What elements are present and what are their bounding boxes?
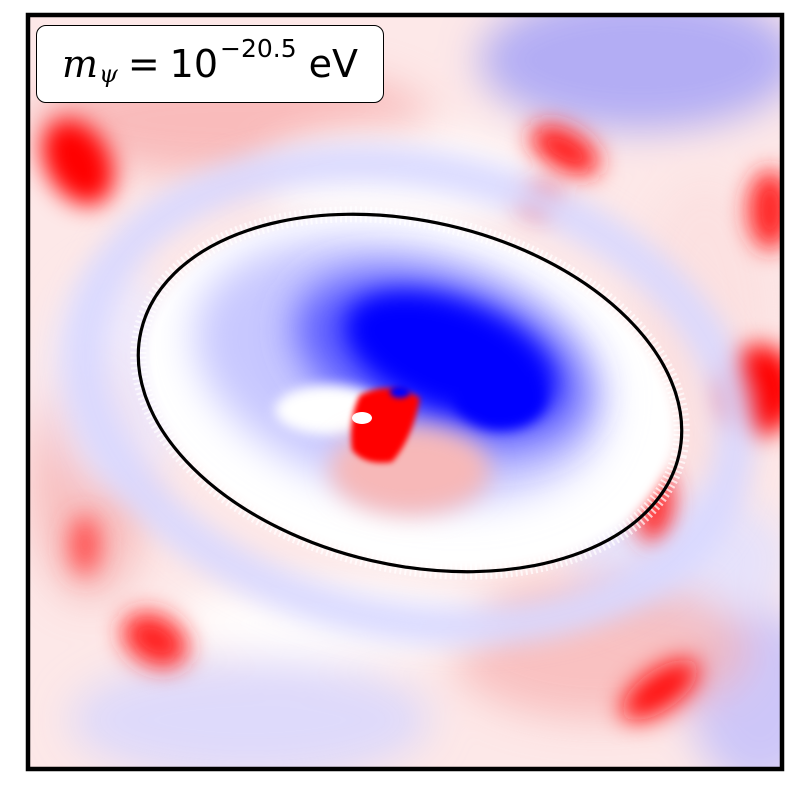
annotation-unit: eV [308,42,359,86]
annotation-base: 10 [169,42,219,86]
contour-line [130,206,690,580]
field-core [144,214,676,572]
field-ring-band [64,143,756,647]
plot-frame [25,12,785,772]
mass-annotation: m ψ = 10 −20.5 eV [36,25,384,103]
annotation-exponent: −20.5 [220,33,297,63]
annotation-subscript: ψ [99,60,118,88]
heatmap-field [28,15,782,769]
annotation-symbol: m [61,42,98,86]
annotation-equals: = [127,42,160,86]
